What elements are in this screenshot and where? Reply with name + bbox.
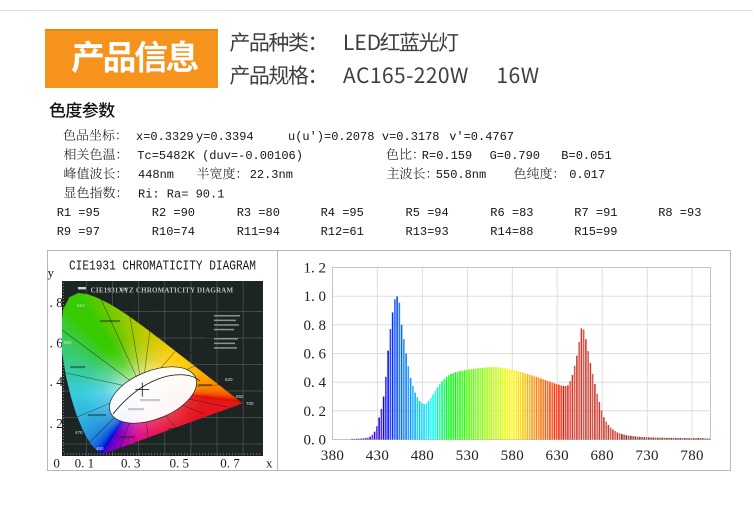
svg-text:R9 =97: R9 =97 xyxy=(57,225,100,239)
svg-text:R8 =93: R8 =93 xyxy=(658,206,701,220)
svg-text:Tc=5482K (duv=-0.00106): Tc=5482K (duv=-0.00106) xyxy=(137,149,303,163)
svg-text:22.3nm: 22.3nm xyxy=(250,168,293,182)
svg-text:u(u')=0.2078: u(u')=0.2078 xyxy=(288,130,374,144)
svg-text:650: 650 xyxy=(236,394,244,399)
svg-text:0. 6: 0. 6 xyxy=(304,347,327,363)
svg-text:R4 =95: R4 =95 xyxy=(321,206,364,220)
svg-text:0. 7: 0. 7 xyxy=(220,456,240,471)
svg-text:0. 2: 0. 2 xyxy=(304,404,327,420)
svg-text:550.8nm: 550.8nm xyxy=(436,168,486,182)
svg-text:CIE1931XYZ CHROMATICITY DIAGRA: CIE1931XYZ CHROMATICITY DIAGRAM xyxy=(91,287,234,295)
svg-text:1. 2: 1. 2 xyxy=(304,261,327,277)
svg-text:B=0.051: B=0.051 xyxy=(561,149,611,163)
svg-text:730: 730 xyxy=(635,448,658,464)
svg-text:v'=0.4767: v'=0.4767 xyxy=(449,130,514,144)
svg-text:1. 0: 1. 0 xyxy=(304,289,327,305)
svg-text:510: 510 xyxy=(77,303,85,308)
svg-text:x: x xyxy=(266,456,273,471)
svg-text:. 8: . 8 xyxy=(50,295,64,310)
svg-text:380: 380 xyxy=(321,448,344,464)
svg-text:520: 520 xyxy=(120,287,128,292)
svg-text:Ri: Ra= 90.1: Ri: Ra= 90.1 xyxy=(138,187,224,201)
svg-text:0. 1: 0. 1 xyxy=(75,456,95,471)
svg-text:448nm: 448nm xyxy=(138,168,174,182)
svg-text:780: 780 xyxy=(680,448,703,464)
svg-text:0.017: 0.017 xyxy=(569,168,605,182)
svg-text:460: 460 xyxy=(96,446,104,451)
svg-text:580: 580 xyxy=(501,448,524,464)
svg-text:R14=88: R14=88 xyxy=(490,225,533,239)
svg-text:0. 8: 0. 8 xyxy=(304,318,327,334)
svg-text:700: 700 xyxy=(246,401,254,406)
svg-text:R1 =95: R1 =95 xyxy=(57,206,100,220)
svg-text:CIE1931 CHROMATICITY DIAGRAM: CIE1931 CHROMATICITY DIAGRAM xyxy=(69,259,256,275)
svg-text:500: 500 xyxy=(64,340,72,345)
svg-text:R=0.159: R=0.159 xyxy=(422,149,472,163)
svg-text:620: 620 xyxy=(225,377,233,382)
svg-text:R11=94: R11=94 xyxy=(237,225,280,239)
svg-text:R6 =83: R6 =83 xyxy=(490,206,533,220)
svg-text:x=0.3329: x=0.3329 xyxy=(136,130,194,144)
svg-text:R12=61: R12=61 xyxy=(321,225,364,239)
svg-text:. 4: . 4 xyxy=(50,374,64,389)
svg-text:680: 680 xyxy=(590,448,613,464)
svg-text:530: 530 xyxy=(456,448,479,464)
svg-text:R5 =94: R5 =94 xyxy=(406,206,449,220)
svg-text:R7 =91: R7 =91 xyxy=(574,206,617,220)
svg-text:0. 0: 0. 0 xyxy=(304,433,327,449)
svg-text:R3 =80: R3 =80 xyxy=(237,206,280,220)
svg-text:0. 4: 0. 4 xyxy=(304,375,327,391)
svg-text:v=0.3178: v=0.3178 xyxy=(382,130,440,144)
svg-text:470: 470 xyxy=(75,430,83,435)
svg-text:R2 =90: R2 =90 xyxy=(152,206,195,220)
svg-text:630: 630 xyxy=(546,448,569,464)
svg-text:480: 480 xyxy=(411,448,434,464)
svg-text:. 2: . 2 xyxy=(50,416,64,431)
svg-text:G=0.790: G=0.790 xyxy=(490,149,540,163)
svg-text:R10=74: R10=74 xyxy=(152,225,195,239)
svg-text:0. 3: 0. 3 xyxy=(121,456,141,471)
svg-text:430: 430 xyxy=(366,448,389,464)
svg-text:y: y xyxy=(48,265,55,280)
svg-text:y=0.3394: y=0.3394 xyxy=(196,130,254,144)
svg-text:0: 0 xyxy=(53,456,60,471)
svg-text:R15=99: R15=99 xyxy=(574,225,617,239)
svg-text:. 6: . 6 xyxy=(50,336,64,351)
svg-text:R13=93: R13=93 xyxy=(406,225,449,239)
svg-text:0. 5: 0. 5 xyxy=(170,456,190,471)
